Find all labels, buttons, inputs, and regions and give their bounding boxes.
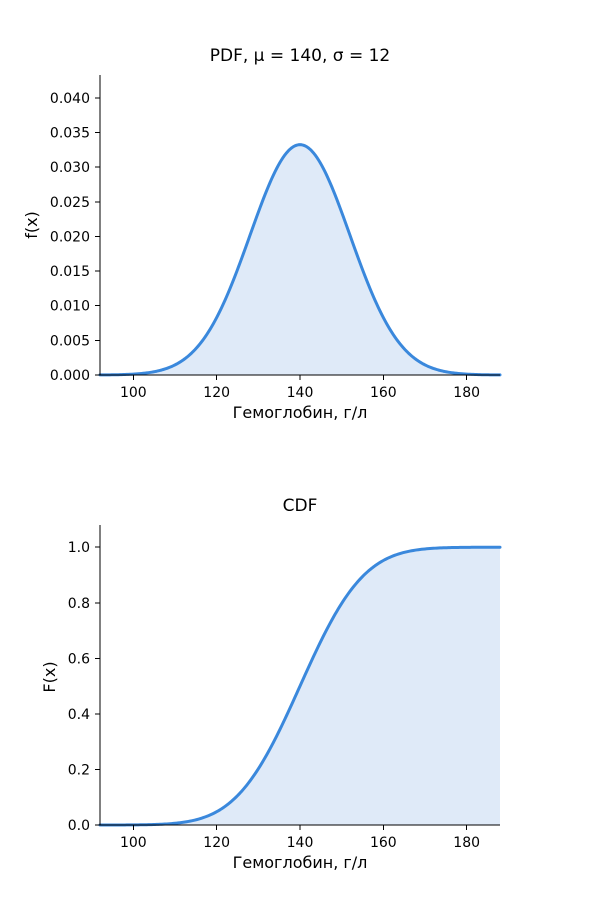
cdf-x-tick-label: 140 — [287, 835, 314, 851]
cdf-y-tick-label: 0.4 — [68, 707, 90, 723]
cdf-title: CDF — [283, 496, 318, 516]
pdf-x-tick-label: 180 — [453, 385, 480, 401]
pdf-y-tick-label: 0.040 — [50, 91, 90, 107]
cdf-x-tick-label: 120 — [203, 835, 230, 851]
pdf-area-fill — [100, 144, 500, 375]
cdf-x-axis-label: Гемоглобин, г/л — [233, 853, 368, 872]
pdf-x-ticks: 100 120 140 160 180 — [120, 375, 480, 401]
pdf-y-tick-label: 0.010 — [50, 299, 90, 315]
pdf-y-tick-label: 0.020 — [50, 229, 90, 245]
pdf-x-tick-label: 120 — [203, 385, 230, 401]
pdf-panel: PDF, μ = 140, σ = 12 100 120 140 160 180 0.0… — [22, 46, 502, 422]
cdf-series-line — [98, 545, 502, 827]
pdf-y-tick-label: 0.035 — [50, 126, 90, 142]
pdf-series-line — [98, 143, 502, 377]
pdf-y-tick-label: 0.005 — [50, 333, 90, 349]
pdf-title: PDF, μ = 140, σ = 12 — [210, 46, 391, 66]
pdf-y-tick-label: 0.030 — [50, 160, 90, 176]
pdf-y-tick-label: 0.025 — [50, 195, 90, 211]
cdf-x-tick-label: 160 — [370, 835, 397, 851]
pdf-y-tick-label: 0.015 — [50, 264, 90, 280]
cdf-y-tick-label: 1.0 — [68, 540, 90, 556]
pdf-y-axis-label: f(x) — [22, 211, 41, 239]
cdf-x-ticks: 100 120 140 160 180 — [120, 825, 480, 851]
cdf-y-axis-label: F(x) — [40, 661, 59, 692]
cdf-y-tick-label: 0.6 — [68, 651, 90, 667]
pdf-y-ticks: 0.000 0.005 0.010 0.015 0.020 0.025 0.030 0.035… — [50, 91, 100, 384]
cdf-x-tick-label: 180 — [453, 835, 480, 851]
pdf-x-tick-label: 140 — [287, 385, 314, 401]
cdf-y-tick-label: 0.0 — [68, 818, 90, 834]
cdf-x-tick-label: 100 — [120, 835, 147, 851]
pdf-x-axis-label: Гемоглобин, г/л — [233, 403, 368, 422]
cdf-y-ticks: 0.0 0.2 0.4 0.6 0.8 1.0 — [68, 540, 100, 834]
cdf-y-tick-label: 0.8 — [68, 596, 90, 612]
cdf-y-tick-label: 0.2 — [68, 762, 90, 778]
pdf-x-tick-label: 160 — [370, 385, 397, 401]
pdf-x-tick-label: 100 — [120, 385, 147, 401]
cdf-panel: CDF 100 120 140 160 180 0.0 0.2 0.4 0.6 0.8 1.0 Г… — [40, 496, 502, 872]
pdf-y-tick-label: 0.000 — [50, 368, 90, 384]
